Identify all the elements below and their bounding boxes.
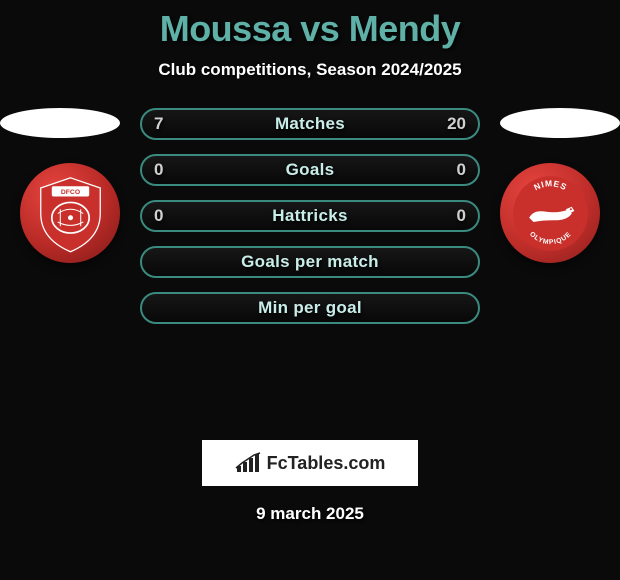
stat-bar-matches: 7 Matches 20 — [140, 108, 480, 140]
stat-label: Goals — [286, 160, 335, 180]
stat-left-value: 0 — [154, 206, 163, 226]
comparison-widget: Moussa vs Mendy Club competitions, Seaso… — [0, 0, 620, 524]
attribution-badge[interactable]: FcTables.com — [202, 440, 418, 486]
stat-bar-min-per-goal: Min per goal — [140, 292, 480, 324]
stat-bar-hattricks: 0 Hattricks 0 — [140, 200, 480, 232]
attribution-text: FcTables.com — [267, 453, 386, 474]
bar-chart-icon — [235, 452, 261, 474]
stat-left-value: 0 — [154, 160, 163, 180]
nimes-crest-icon: NIMES OLYMPIQUE — [508, 171, 593, 256]
page-title: Moussa vs Mendy — [0, 8, 620, 50]
stat-label: Matches — [275, 114, 345, 134]
stat-bar-goals: 0 Goals 0 — [140, 154, 480, 186]
stat-bar-goals-per-match: Goals per match — [140, 246, 480, 278]
team-crest-left: DFCO — [20, 163, 120, 263]
stat-label: Hattricks — [272, 206, 347, 226]
main-area: DFCO NIMES OLYMPIQUE — [0, 108, 620, 418]
dijon-crest-icon: DFCO — [28, 171, 113, 256]
stat-left-value: 7 — [154, 114, 163, 134]
stat-bars: 7 Matches 20 0 Goals 0 0 Hattricks 0 Goa… — [140, 108, 480, 324]
stat-right-value: 0 — [457, 206, 466, 226]
stat-right-value: 20 — [447, 114, 466, 134]
stat-label: Min per goal — [258, 298, 362, 318]
player-silhouette-right — [500, 108, 620, 138]
team-crest-right: NIMES OLYMPIQUE — [500, 163, 600, 263]
player-silhouette-left — [0, 108, 120, 138]
stat-right-value: 0 — [457, 160, 466, 180]
page-subtitle: Club competitions, Season 2024/2025 — [0, 60, 620, 80]
date-label: 9 march 2025 — [0, 504, 620, 524]
crest-left-label: DFCO — [60, 188, 79, 195]
stat-label: Goals per match — [241, 252, 379, 272]
